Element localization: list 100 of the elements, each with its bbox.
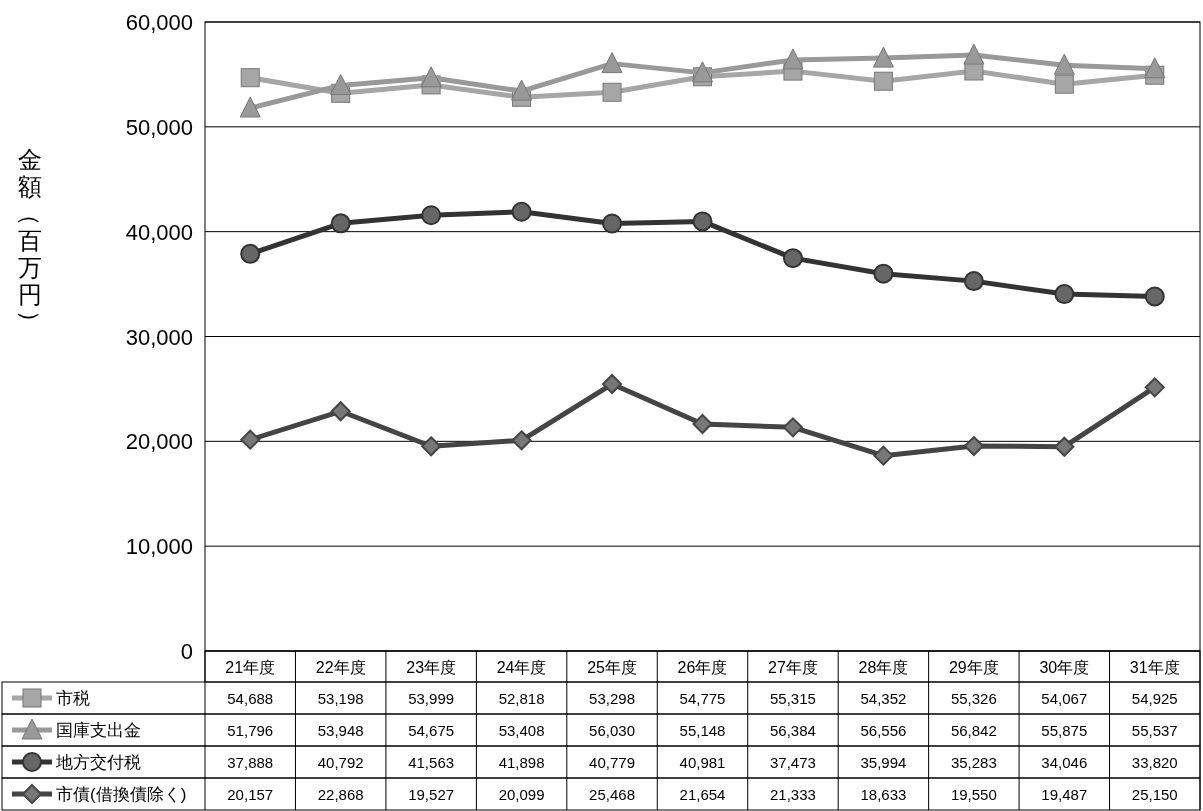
legend-label: 市税 — [56, 689, 90, 708]
point — [963, 271, 984, 292]
data-label: 35,283 — [950, 754, 997, 771]
x-tick-label: 26年度 — [677, 659, 728, 676]
data-label: 53,198 — [317, 690, 364, 707]
point — [782, 248, 803, 269]
data-label: 54,688 — [227, 690, 274, 707]
data-label: 18,633 — [860, 786, 907, 803]
data-label: 21,333 — [770, 786, 816, 803]
data-label: 37,888 — [227, 754, 274, 771]
data-label: 56,842 — [950, 722, 997, 739]
y-tick-label: 20,000 — [125, 429, 193, 455]
data-label: 53,999 — [408, 690, 455, 707]
x-tick-label: 22年度 — [315, 659, 366, 676]
x-tick-label: 29年度 — [948, 659, 999, 676]
point — [421, 205, 442, 226]
point — [1144, 57, 1166, 79]
point — [782, 48, 804, 70]
data-label: 20,157 — [227, 786, 274, 803]
y-tick-label: 0 — [180, 639, 193, 664]
y-tick-label: 50,000 — [125, 114, 193, 140]
x-tick-label: 28年度 — [858, 659, 909, 676]
data-label: 25,468 — [589, 786, 635, 803]
point — [602, 213, 623, 234]
data-label: 54,067 — [1041, 690, 1088, 707]
point — [330, 401, 351, 422]
data-label: 55,875 — [1041, 722, 1088, 739]
legend-label: 地方交付税 — [55, 753, 141, 772]
point — [1053, 53, 1075, 75]
x-tick-label: 24年度 — [496, 659, 547, 676]
data-label: 54,352 — [860, 690, 907, 707]
point — [420, 66, 442, 88]
x-tick-label: 27年度 — [768, 659, 818, 676]
data-label: 22,868 — [317, 786, 364, 803]
point — [240, 243, 261, 264]
x-tick-label: 23年度 — [406, 659, 457, 676]
point — [873, 263, 894, 284]
data-label: 37,473 — [770, 754, 816, 771]
y-axis-title: 金額（百万円） — [17, 146, 44, 334]
data-label: 34,046 — [1041, 754, 1088, 771]
data-label: 54,775 — [679, 690, 726, 707]
legend-label: 国庫支出金 — [56, 721, 141, 740]
data-label: 19,550 — [950, 786, 997, 803]
y-tick-label: 30,000 — [125, 324, 193, 350]
data-label: 53,948 — [317, 722, 364, 739]
data-label: 52,818 — [498, 690, 545, 707]
point — [963, 43, 985, 65]
data-label: 35,994 — [860, 754, 907, 771]
data-label: 55,315 — [770, 690, 816, 707]
data-label: 56,556 — [860, 722, 907, 739]
data-label: 25,150 — [1131, 786, 1178, 803]
y-tick-label: 60,000 — [125, 10, 193, 35]
y-tick-label: 40,000 — [125, 219, 193, 245]
legend-label: 市債(借換債除く) — [56, 785, 187, 804]
x-tick-label: 25年度 — [587, 659, 637, 676]
data-label: 33,820 — [1131, 754, 1178, 771]
x-tick-label: 30年度 — [1039, 659, 1090, 676]
point — [692, 413, 713, 434]
point — [602, 82, 622, 102]
point — [1054, 284, 1075, 305]
data-label: 55,148 — [679, 722, 726, 739]
data-label: 56,384 — [770, 722, 816, 739]
data-label: 19,527 — [408, 786, 455, 803]
point — [239, 96, 261, 118]
data-label: 54,925 — [1131, 690, 1178, 707]
data-label: 41,898 — [498, 754, 545, 771]
data-label: 56,030 — [589, 722, 635, 739]
point — [692, 61, 713, 83]
data-label: 53,408 — [498, 722, 545, 739]
point — [963, 436, 984, 457]
point — [511, 430, 532, 451]
data-label: 21,654 — [679, 786, 726, 803]
x-tick-label: 21年度 — [225, 659, 276, 676]
data-label: 51,796 — [227, 722, 274, 739]
data-label: 40,779 — [589, 754, 635, 771]
point — [872, 46, 894, 68]
data-label: 20,099 — [498, 786, 545, 803]
data-label: 55,326 — [950, 690, 997, 707]
point — [1054, 74, 1074, 94]
point — [511, 201, 532, 222]
data-label: 54,675 — [408, 722, 455, 739]
data-label: 55,537 — [1131, 722, 1178, 739]
point — [240, 68, 260, 88]
point — [1144, 377, 1165, 398]
point — [330, 213, 351, 234]
y-tick-label: 10,000 — [125, 534, 193, 560]
point — [330, 73, 352, 95]
point — [873, 445, 894, 466]
point — [1144, 286, 1165, 307]
point — [602, 374, 623, 395]
data-label: 40,792 — [317, 754, 364, 771]
point — [873, 71, 893, 91]
data-label: 40,981 — [679, 754, 726, 771]
x-tick-label: 31年度 — [1129, 659, 1180, 676]
data-label: 41,563 — [408, 754, 455, 771]
point — [1054, 436, 1075, 457]
point — [782, 417, 803, 438]
point — [692, 211, 713, 232]
point — [601, 52, 623, 74]
point — [421, 436, 442, 457]
